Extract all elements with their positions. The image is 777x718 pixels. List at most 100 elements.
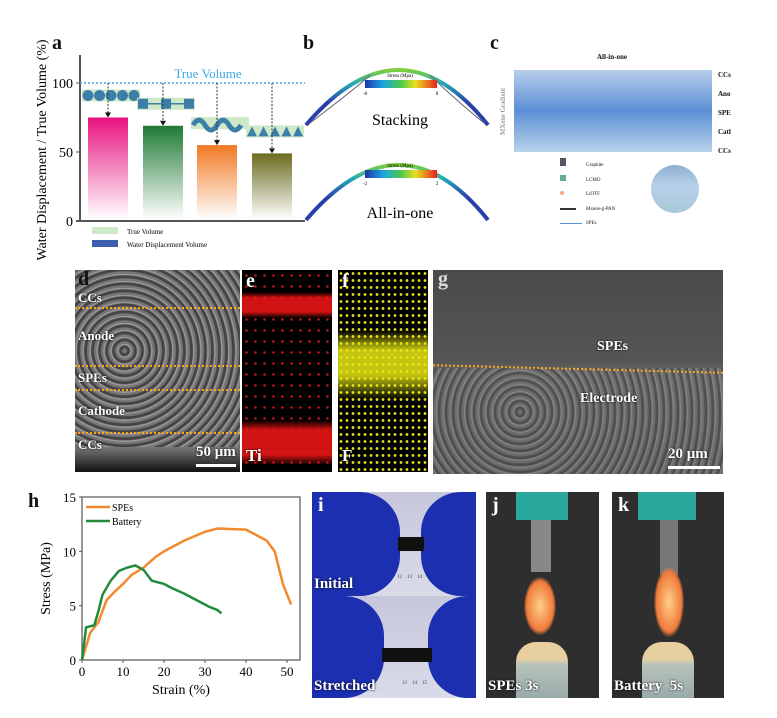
legend-label: SPEs xyxy=(112,503,133,514)
film-sample xyxy=(382,648,432,662)
y-tick-label: 10 xyxy=(63,544,76,559)
scale-bar-label: 20 μm xyxy=(668,446,708,462)
y-axis-label: Water Displacement / True Volume (%) xyxy=(35,39,50,260)
legend-swatch xyxy=(92,227,118,234)
panel-label-d: d xyxy=(78,268,90,290)
all-in-one-arc xyxy=(304,163,490,222)
legend-liotf: LiOTF xyxy=(586,192,600,197)
schematic-legend: Graphite LCMO LiOTF Mxene-g-PAN SPEs xyxy=(560,158,615,232)
burn-caption: SPEs 3s xyxy=(488,678,539,694)
y-tick-label: 50 xyxy=(59,146,73,161)
layer-label: CCs xyxy=(78,290,102,305)
shape-triangle xyxy=(247,126,257,137)
x-tick-label: 10 xyxy=(117,664,130,679)
panel-label-c: c xyxy=(490,32,499,54)
ruler-label: 14 xyxy=(417,575,422,580)
scale-bar xyxy=(196,464,236,467)
ruler-label: 15 xyxy=(422,681,427,686)
glove-left xyxy=(312,596,384,698)
shape-circle xyxy=(105,90,117,101)
scale-bar-label: 50 μm xyxy=(196,444,236,460)
liotf-icon xyxy=(560,191,564,195)
x-tick-label: 30 xyxy=(199,664,212,679)
region-label: Electrode xyxy=(580,391,638,406)
x-axis-label: Strain (%) xyxy=(152,683,210,698)
ruler-label: 14 xyxy=(412,681,417,686)
schematic-title: All-in-one xyxy=(597,53,627,61)
battery-layers xyxy=(514,70,712,152)
flame xyxy=(524,577,556,635)
colorbar xyxy=(365,170,437,178)
battery-schematic xyxy=(514,70,712,152)
alcohol-lamp xyxy=(516,642,568,698)
series-line-spes xyxy=(80,527,293,661)
y-tick-label: 0 xyxy=(66,215,73,230)
shape-circle xyxy=(117,90,128,101)
x-tick-label: 20 xyxy=(158,664,171,679)
element-label: Ti xyxy=(246,446,262,465)
photo-stretched xyxy=(312,596,476,698)
x-tick-label: 40 xyxy=(240,664,253,679)
line-chart-h: 0 10 20 30 40 50 0 5 10 15 Strain (%) Stress (MPa) S… xyxy=(39,490,301,698)
burn-caption: Battery 5s xyxy=(614,678,684,694)
bar xyxy=(197,145,237,219)
layer-label: Catl xyxy=(718,128,731,136)
y-tick-label: 100 xyxy=(52,77,73,92)
colorbar xyxy=(365,80,437,88)
legend-label: Battery xyxy=(112,517,141,528)
shape-circle xyxy=(128,90,140,101)
layer-label: SPE xyxy=(718,109,731,117)
y-tick-label: 0 xyxy=(70,653,77,668)
glove-left xyxy=(312,492,400,596)
colorbar-title: Stress (Mpa) xyxy=(387,74,413,79)
stacking-label: Stacking xyxy=(372,112,428,129)
y-tick-label: 5 xyxy=(70,599,77,614)
layer-label: SPEs xyxy=(78,370,107,385)
stacking-arc xyxy=(304,68,490,127)
ruler-label: 13 xyxy=(402,681,407,686)
clip xyxy=(638,492,696,520)
colorbar-min: -8 xyxy=(363,92,368,97)
panel-label-e: e xyxy=(246,270,255,292)
ruler-ticks: 13 14 15 xyxy=(402,681,427,686)
region-label: SPEs xyxy=(597,339,629,354)
bar xyxy=(252,153,292,219)
eds-map-ti xyxy=(242,270,332,472)
lcmo-icon xyxy=(560,174,566,181)
x-tick-label: 50 xyxy=(281,664,294,679)
scale-bar xyxy=(668,466,720,469)
stress-simulation-b: Stress (Mpa) -8 8 Stacking Stress (Mpa) … xyxy=(304,68,490,222)
arrow-head xyxy=(214,140,220,146)
panel-label-h: h xyxy=(28,490,40,512)
bar xyxy=(88,117,128,219)
boundary-line xyxy=(75,432,240,434)
ruler-ticks: 12 13 14 xyxy=(397,575,422,580)
graphite-icon xyxy=(560,158,566,166)
x-tick-label: 0 xyxy=(79,664,86,679)
shape-triangle xyxy=(281,126,292,137)
panel-label-f: f xyxy=(342,270,349,292)
ruler-label: 12 xyxy=(397,575,402,580)
photo-burning-battery xyxy=(612,492,724,698)
panel-label-j: j xyxy=(492,494,499,516)
shape-triangle xyxy=(293,126,303,137)
sem-cross-section-d xyxy=(75,270,240,472)
colorbar-min: -2 xyxy=(363,182,368,187)
layer-label: CCs xyxy=(718,71,731,79)
arrow-head xyxy=(105,112,111,118)
panel-label-g: g xyxy=(438,268,448,290)
flame xyxy=(654,567,684,637)
gradient-label: MXene Gradient xyxy=(499,70,511,152)
alcohol-lamp xyxy=(642,642,694,698)
boundary-line xyxy=(75,307,240,309)
layer-label: Cathode xyxy=(78,403,125,418)
shape-triangle xyxy=(258,126,269,137)
legend-spes: SPEs xyxy=(586,221,597,226)
glove-right xyxy=(421,492,476,596)
legend-swatch xyxy=(92,240,118,247)
film-sample xyxy=(398,537,424,551)
y-tick-label: 15 xyxy=(63,490,76,505)
legend-lcmo: LCMO xyxy=(586,177,601,183)
panel-label-b: b xyxy=(303,32,315,54)
